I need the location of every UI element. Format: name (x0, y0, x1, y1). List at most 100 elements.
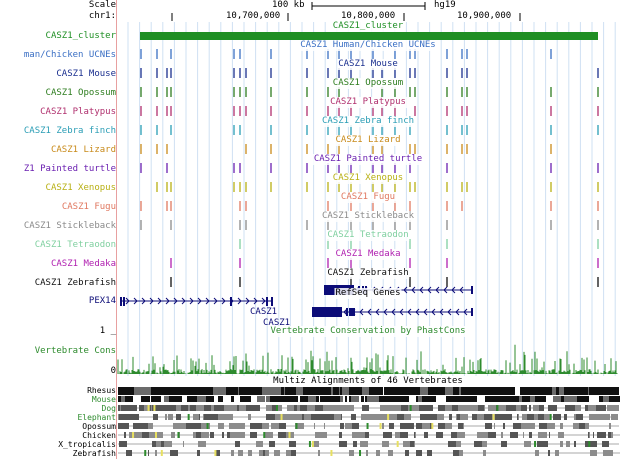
alignment-block (163, 405, 171, 411)
alignment-block (188, 387, 192, 395)
alignment-block (527, 414, 534, 420)
alignment-block (467, 396, 474, 402)
alignment-block (594, 414, 602, 420)
alignment-block (382, 414, 387, 420)
alignment-block (516, 405, 519, 411)
alignment-block (461, 387, 468, 395)
gene-label-pex14[interactable]: PEX14 (88, 296, 116, 306)
track-label-mouse[interactable]: CASZ1 Mouse (56, 69, 116, 79)
alignment-block (205, 441, 206, 447)
alignment-block (321, 432, 327, 438)
alignment-block (420, 414, 427, 420)
alignment-block (121, 405, 127, 411)
track-label-lizard[interactable]: CASZ1 Lizard (50, 145, 116, 155)
alignment-block (266, 423, 269, 429)
alignment-block (613, 396, 620, 402)
track-label-zebra-finch[interactable]: CASZ1 Zebra finch (23, 126, 116, 136)
alignment-block (369, 387, 376, 395)
track-label-tetraodon[interactable]: CASZ1 Tetraodon (34, 240, 116, 250)
strand-arrow (125, 297, 130, 305)
gene-label-casz1-a[interactable]: CASZ1 (250, 307, 278, 317)
alignment-block (397, 414, 402, 420)
multiz-species-zebrafish[interactable]: Zebrafish (72, 449, 116, 458)
alignment-block (118, 387, 119, 395)
alignment-block (428, 387, 430, 395)
alignment-block (535, 396, 540, 402)
alignment-block (414, 432, 415, 438)
track-label-platypus[interactable]: CASZ1 Platypus (40, 107, 116, 117)
alignment-block (305, 405, 307, 411)
alignment-block (215, 450, 220, 456)
alignment-block (168, 414, 169, 420)
alignment-block (539, 423, 547, 429)
multiz-species-opossum[interactable]: Opossum (82, 422, 116, 431)
alignment-block (169, 396, 173, 402)
alignment-block (509, 387, 515, 395)
track-label-vertebrate-cons[interactable]: Vertebrate Cons (34, 346, 116, 356)
track-label-cluster[interactable]: CASZ1_cluster (45, 31, 116, 41)
strand-arrow (133, 297, 138, 305)
alignment-block (507, 387, 509, 395)
alignment-block (152, 405, 154, 411)
alignment-block (459, 387, 461, 395)
track-label-painted-turtle[interactable]: Z1 Painted turtle (23, 164, 116, 174)
alignment-block (218, 396, 223, 402)
alignment-block (418, 396, 422, 402)
multiz-species-dog[interactable]: Dog (101, 404, 116, 413)
multiz-species-chicken[interactable]: Chicken (82, 431, 116, 440)
alignment-block (296, 387, 303, 395)
alignment-block (488, 405, 496, 411)
alignment-block (188, 405, 190, 411)
alignment-block (470, 405, 473, 411)
alignment-block (495, 414, 501, 420)
track-label-stickleback[interactable]: CASZ1 Stickleback (23, 221, 116, 231)
alignment-block (513, 423, 521, 429)
track-label-human-chicken-ucnes[interactable]: man/Chicken UCNEs (23, 50, 116, 60)
alignment-block (278, 432, 281, 438)
alignment-block (427, 414, 434, 420)
track-label-medaka[interactable]: CASZ1 Medaka (50, 259, 116, 269)
alignment-block (572, 387, 579, 395)
strand-arrow (205, 297, 210, 305)
track-label-fugu[interactable]: CASZ1 Fugu (61, 202, 116, 212)
alignment-block (186, 423, 190, 429)
alignment-block (274, 414, 275, 420)
track-label-opossum[interactable]: CASZ1 Opossum (45, 88, 116, 98)
alignment-block (438, 405, 439, 411)
alignment-block (287, 414, 289, 420)
alignment-block (342, 423, 344, 429)
alignment-block (500, 387, 507, 395)
multiz-species-mouse[interactable]: Mouse (91, 395, 116, 404)
alignment-block (380, 405, 388, 411)
alignment-block (553, 414, 561, 420)
alignment-block (190, 405, 196, 411)
alignment-block (404, 414, 411, 420)
multiz-species-elephant[interactable]: Elephant (77, 413, 116, 422)
alignment-block (389, 423, 394, 429)
track-label-zebrafish[interactable]: CASZ1 Zebrafish (34, 278, 116, 288)
alignment-block (485, 396, 491, 402)
alignment-highlight (396, 441, 399, 447)
alignment-block (420, 405, 428, 411)
multiz-species-rhesus[interactable]: Rhesus (87, 386, 116, 395)
alignment-block (473, 405, 478, 411)
alignment-block (579, 423, 585, 429)
strand-arrow (411, 286, 416, 294)
alignment-highlight (588, 441, 591, 447)
track-label-xenopus[interactable]: CASZ1 Xenopus (45, 183, 116, 193)
gene-label-casz1-b[interactable]: CASZ1 (263, 318, 291, 328)
alignment-block (525, 414, 527, 420)
alignment-block (273, 387, 281, 395)
alignment-block (173, 423, 179, 429)
alignment-block (361, 414, 367, 420)
alignment-block (127, 405, 133, 411)
multiz-species-x-tropicalis[interactable]: X_tropicalis (58, 440, 116, 449)
strand-arrow (427, 286, 432, 294)
alignment-block (598, 432, 606, 438)
alignment-block (230, 432, 238, 438)
alignment-block (398, 387, 402, 395)
alignment-block (390, 432, 392, 438)
alignment-block (477, 414, 480, 420)
